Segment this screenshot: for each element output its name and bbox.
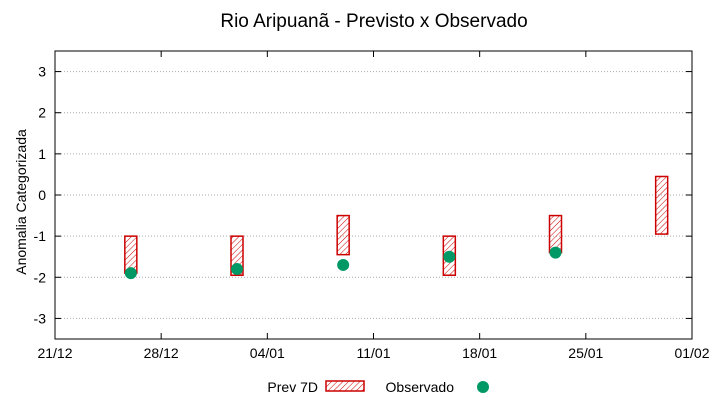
chart-title: Rio Aripuanã - Previsto x Observado [220,11,527,32]
x-tick-label: 21/12 [37,345,72,361]
legend-swatch-prev-7d [325,380,365,392]
y-tick-label: 2 [38,105,46,121]
x-tick-label: 25/01 [568,345,603,361]
x-tick-label: 18/01 [462,345,497,361]
y-axis-label: Anomalia Categorizada [13,129,29,275]
observed-point [443,250,456,263]
forecast-series [124,175,669,276]
y-ticks: 3 2 1 0 -1 -2 -3 [34,64,692,326]
forecast-range-bar [336,214,350,256]
legend-label-prev-7d: Prev 7D [267,379,318,395]
y-tick-label: 3 [38,64,46,80]
plot-border [54,50,693,340]
x-tick-label: 28/12 [144,345,179,361]
y-tick-label: -3 [34,310,47,326]
y-tick-label: 0 [38,187,46,203]
y-tick-label: -2 [34,269,47,285]
observed-point [124,267,137,280]
observed-point [231,263,243,276]
observed-series [124,246,562,280]
legend: Prev 7D Observado [267,379,489,395]
x-tick-label: 04/01 [250,345,285,361]
x-tick-label: 11/01 [357,345,391,361]
observed-point [549,246,562,259]
gridlines [55,71,692,319]
x-ticks: 21/12 28/12 04/01 11/01 18/01 25/01 01/02 [37,51,710,361]
y-tick-label: 1 [38,146,46,162]
legend-marker-observado [477,381,489,393]
y-tick-label: -1 [34,228,47,244]
legend-label-observado: Observado [386,379,455,395]
forecast-range-bar [654,175,669,235]
observed-point [337,258,350,271]
x-tick-label: 01/02 [674,345,709,361]
